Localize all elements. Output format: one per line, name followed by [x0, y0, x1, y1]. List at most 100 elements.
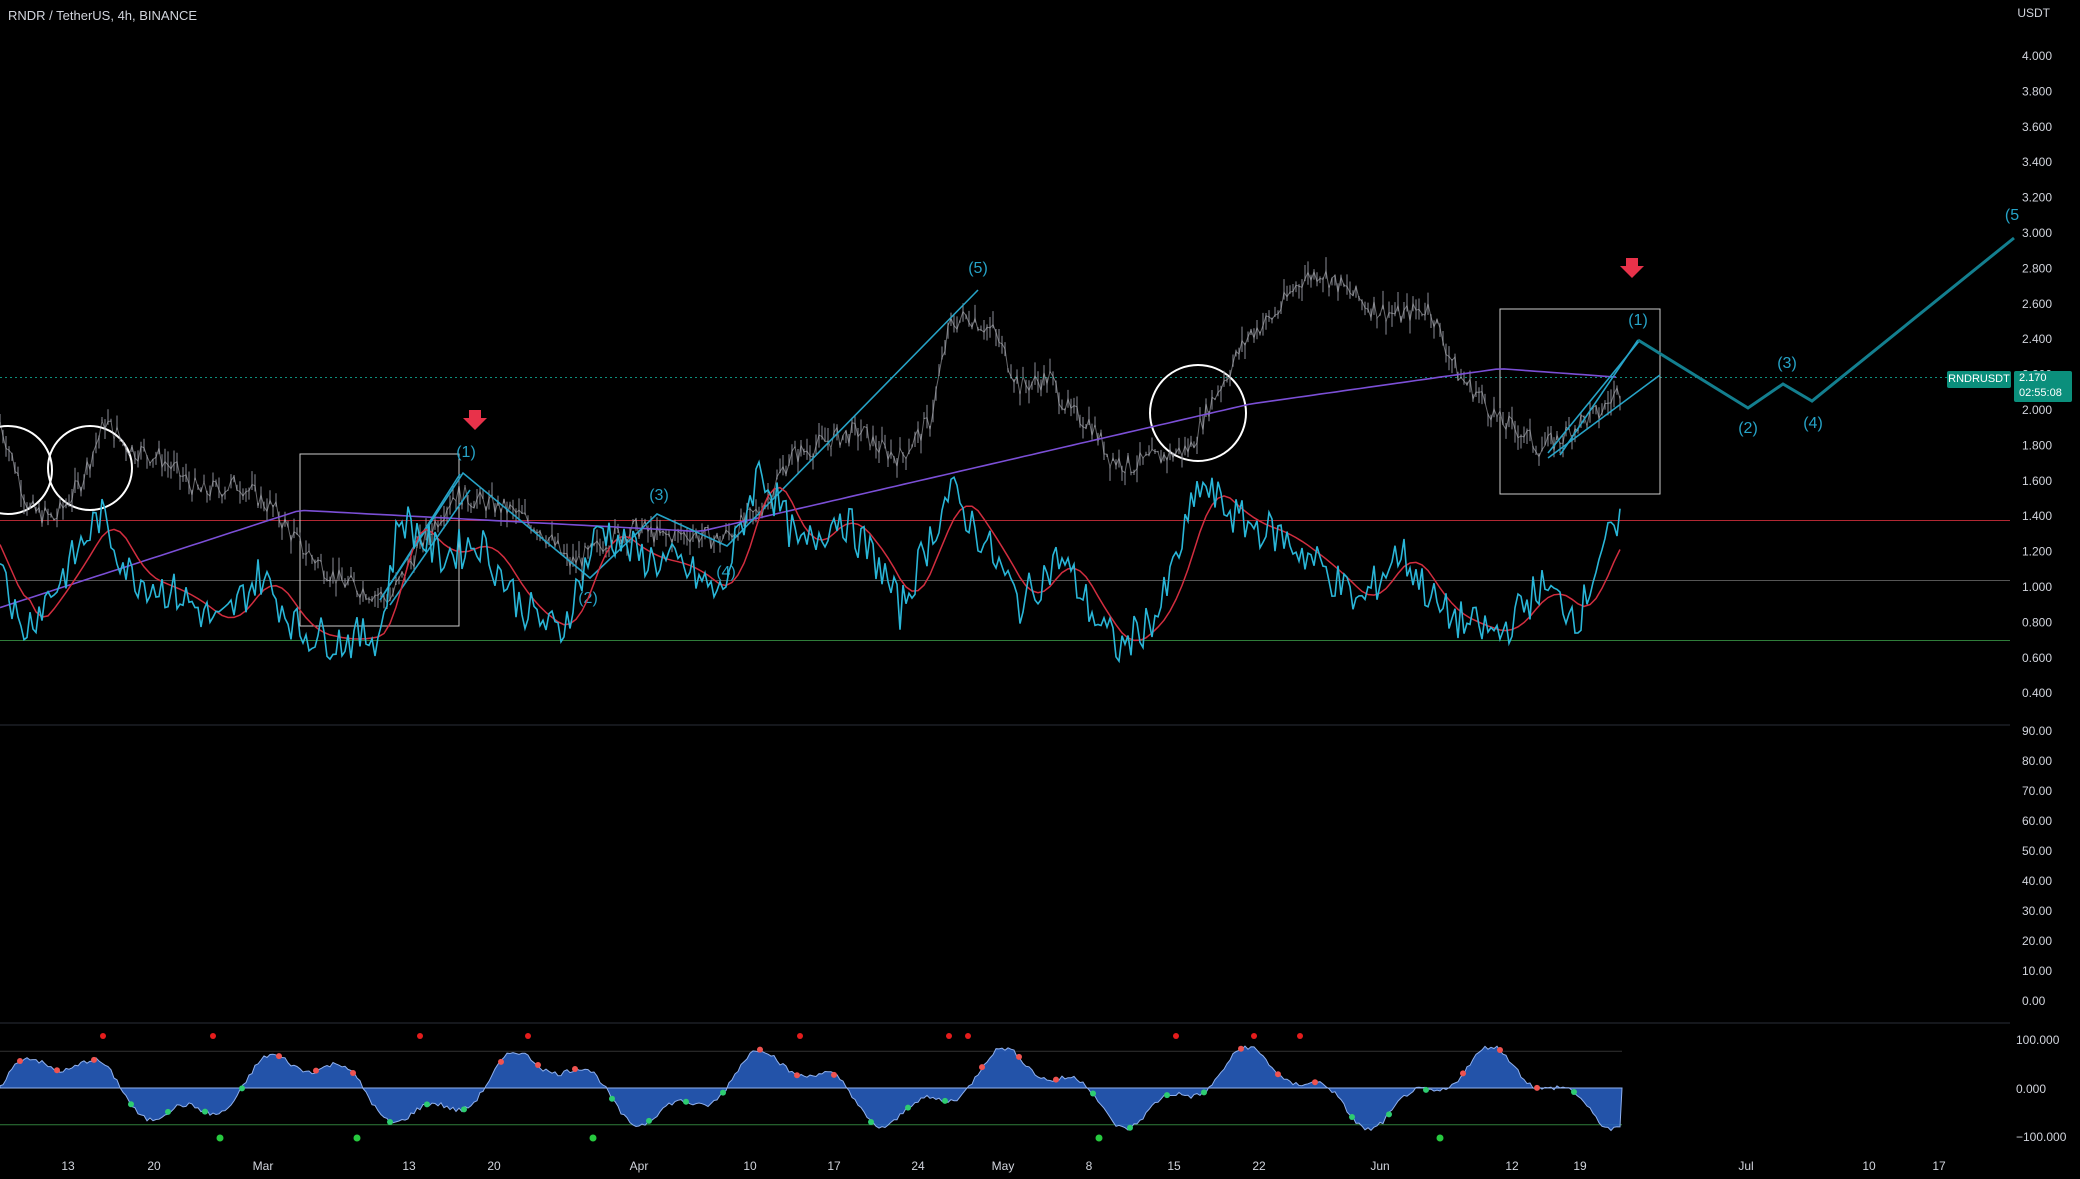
price-tick-label: 2.000: [2022, 403, 2052, 417]
osc-dot: [239, 1085, 245, 1092]
channel-line: [1559, 339, 1639, 456]
time-tick-label: Apr: [630, 1159, 649, 1173]
osc-dot: [831, 1071, 837, 1078]
time-tick-label: 10: [1862, 1159, 1876, 1173]
osc-tick-label: 100.000: [2016, 1033, 2060, 1047]
signal-dot: [100, 1033, 106, 1039]
price-bars: [0, 257, 1621, 609]
price-tick-label: 1.400: [2022, 509, 2052, 523]
down-arrow-icon: [463, 410, 487, 430]
annotation-circle: [1149, 364, 1247, 462]
grid: [0, 377, 2010, 1126]
signal-dot: [1173, 1033, 1179, 1039]
osc-dot: [794, 1072, 800, 1079]
signal-dot: [216, 1134, 224, 1142]
signal-dot: [1297, 1033, 1303, 1039]
osc-dot: [387, 1118, 393, 1125]
rsi-tick-label: 20.00: [2022, 934, 2052, 948]
wave-label: (4): [716, 564, 736, 581]
price-tick-label: 0.800: [2022, 615, 2052, 629]
channel-line: [389, 489, 471, 606]
time-tick-label: Jun: [1370, 1159, 1389, 1173]
rsi-tick-label: 40.00: [2022, 874, 2052, 888]
osc-dot: [1275, 1071, 1281, 1078]
osc-dot: [424, 1101, 430, 1108]
rsi-tick-label: 10.00: [2022, 964, 2052, 978]
wave-zigzag: [379, 289, 979, 601]
symbol-tag: RNDRUSDT: [1947, 371, 2011, 388]
rsi-signal-line: [0, 486, 1621, 642]
osc-dot: [54, 1067, 60, 1074]
arrow-markers: [463, 258, 1644, 430]
symbol-title: RNDR / TetherUS, 4h, BINANCE: [8, 8, 198, 23]
price-tick-label: 3.200: [2022, 191, 2052, 205]
time-tick-label: 10: [743, 1159, 757, 1173]
annotation-circle: [47, 425, 133, 511]
signal-dot: [589, 1134, 597, 1142]
rsi-tick-label: 90.00: [2022, 724, 2052, 738]
ema-long: [0, 368, 1617, 609]
rsi-line: [0, 459, 1621, 664]
time-tick-label: 15: [1167, 1159, 1181, 1173]
wave-label: (5: [2005, 207, 2019, 224]
osc-dot: [128, 1101, 134, 1108]
time-tick-label: 20: [487, 1159, 501, 1173]
time-tick-label: May: [992, 1159, 1015, 1173]
osc-area: [0, 1045, 1623, 1132]
osc-dot: [1460, 1070, 1466, 1077]
signal-dot: [1251, 1033, 1257, 1039]
osc-dot: [1312, 1079, 1318, 1086]
price-tick-label: 2.400: [2022, 332, 2052, 346]
signal-dot: [946, 1033, 952, 1039]
osc-dot: [350, 1070, 356, 1077]
osc-dot: [1127, 1124, 1133, 1131]
down-arrow-icon: [1620, 258, 1644, 278]
osc-dot: [1201, 1089, 1207, 1096]
price-tick-label: 3.800: [2022, 84, 2052, 98]
wave-label: (2): [1738, 420, 1758, 437]
osc-dot: [1090, 1090, 1096, 1097]
price-tick-label: 3.000: [2022, 226, 2052, 240]
osc-dot: [498, 1058, 504, 1065]
last-price-box: 2.170 02:55:08: [2014, 371, 2072, 402]
wave-label: (1): [456, 444, 476, 461]
time-tick-label: 20: [147, 1159, 161, 1173]
price-tick-label: 3.400: [2022, 155, 2052, 169]
osc-dot: [1497, 1046, 1503, 1053]
wave-label: (5): [968, 260, 988, 277]
osc-dot: [979, 1064, 985, 1071]
wave-label: (4): [1803, 415, 1823, 432]
signal-dot: [965, 1033, 971, 1039]
rsi-tick-label: 80.00: [2022, 754, 2052, 768]
osc-dot: [1016, 1053, 1022, 1060]
rsi-tick-label: 30.00: [2022, 904, 2052, 918]
osc-dot: [757, 1046, 763, 1053]
price-tick-label: 0.600: [2022, 651, 2052, 665]
osc-dot: [1423, 1086, 1429, 1093]
price-line: [0, 269, 1621, 604]
rsi-tick-label: 0.00: [2022, 994, 2046, 1008]
price-tick-label: 2.800: [2022, 261, 2052, 275]
currency-label: USDT: [2017, 6, 2050, 20]
osc-tick-label: 0.000: [2016, 1082, 2046, 1096]
osc-dot: [1534, 1084, 1540, 1091]
osc-dot: [313, 1067, 319, 1074]
osc-dot: [905, 1104, 911, 1111]
osc-dot: [683, 1098, 689, 1105]
signal-dot: [210, 1033, 216, 1039]
price-tick-label: 1.600: [2022, 474, 2052, 488]
osc-dot: [276, 1053, 282, 1060]
time-tick-label: 13: [61, 1159, 75, 1173]
annotation-boxes: [0, 308, 1661, 627]
time-tick-label: 17: [827, 1159, 841, 1173]
price-tick-label: 2.600: [2022, 297, 2052, 311]
osc-dot: [202, 1108, 208, 1115]
signal-dot: [525, 1033, 531, 1039]
time-tick-label: 24: [911, 1159, 925, 1173]
osc-dot: [535, 1061, 541, 1068]
rsi-tick-label: 60.00: [2022, 814, 2052, 828]
price-tick-label: 4.000: [2022, 49, 2052, 63]
signal-dot: [1436, 1134, 1444, 1142]
rsi-pane: [0, 459, 1621, 664]
